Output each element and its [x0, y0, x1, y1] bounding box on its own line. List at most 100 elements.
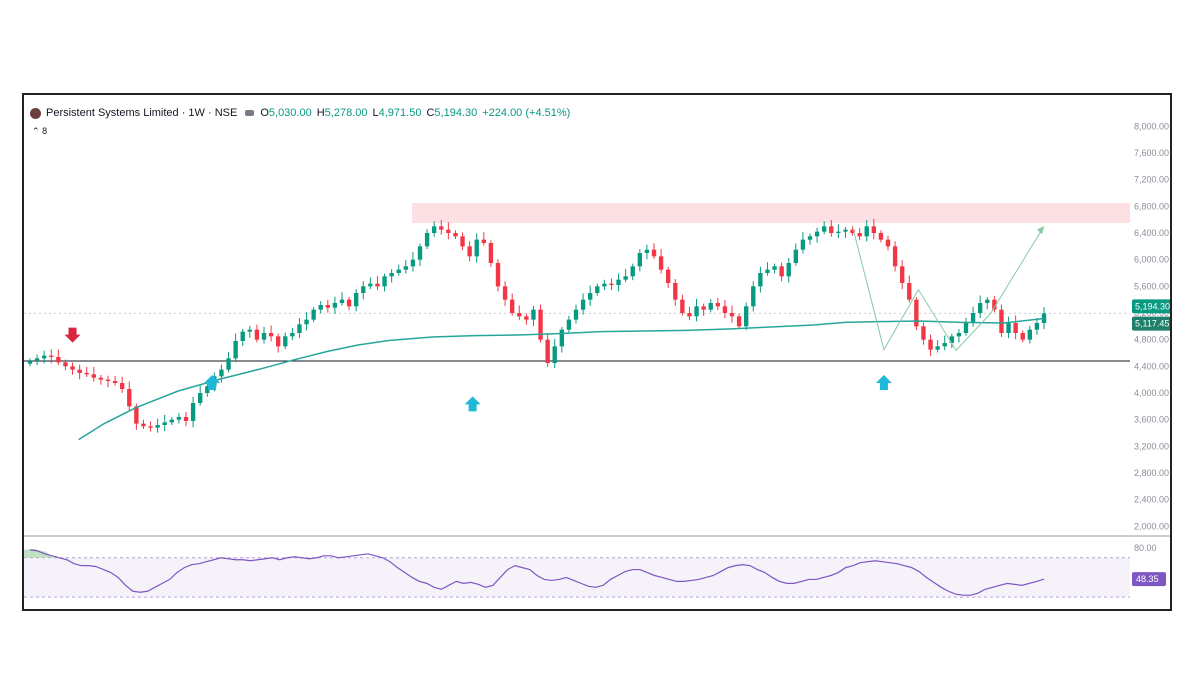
candle-body [701, 306, 706, 310]
ohlc-change: +224.00 (+4.51%) [482, 107, 571, 119]
projection-path [852, 226, 1045, 352]
candle-body [999, 309, 1004, 333]
candle-body [942, 343, 947, 347]
candle-body [169, 419, 175, 423]
candle-body [836, 231, 841, 233]
candle-body [368, 283, 373, 287]
candle-body [857, 233, 862, 237]
candle-body [226, 358, 231, 370]
candle-body [963, 323, 969, 333]
candle-body [325, 305, 331, 308]
chart-canvas[interactable]: 8,000.00 7,600.00 7,200.00 6,800.00 6,400.00… [24, 95, 1170, 609]
y-tick-label: 7,600.00 [1134, 148, 1169, 158]
candle-body [481, 239, 487, 243]
up-arrow-icon [875, 375, 892, 390]
symbol-title[interactable]: Persistent Systems Limited · 1W · NSE [46, 107, 238, 119]
eye-icon[interactable] [245, 110, 255, 116]
candle-body [77, 369, 82, 373]
candle-body [27, 361, 33, 364]
candle-body [566, 319, 572, 330]
ma-value-badge: 5,117.45 [1135, 319, 1169, 329]
y-tick-label: 3,200.00 [1134, 441, 1169, 451]
y-tick-label: 7,200.00 [1134, 175, 1169, 185]
candle-body [538, 309, 543, 340]
candle-body [112, 381, 118, 383]
candle-body [751, 286, 756, 307]
candle-body [247, 329, 253, 332]
candle-body [254, 329, 260, 340]
candle-body [765, 269, 770, 273]
candle-body [41, 355, 47, 359]
candle-body [84, 373, 89, 375]
candle-body [318, 305, 323, 310]
candle-body [545, 339, 550, 363]
candle-body [892, 246, 898, 267]
candle-body [623, 276, 628, 280]
candle-body [70, 366, 75, 370]
indicator-toggle[interactable]: ⌃ 8 [32, 126, 47, 137]
candle-body [573, 309, 579, 320]
projection-arrowhead [1037, 226, 1044, 235]
candle-body [673, 283, 678, 300]
candle-body [332, 303, 338, 308]
candle-body [304, 319, 309, 325]
candle-body [1027, 329, 1033, 340]
candle-body [183, 417, 189, 421]
candle-body [743, 306, 749, 327]
candle-body [1006, 323, 1011, 333]
candle-body [311, 309, 316, 320]
candle-body [34, 358, 40, 361]
ohlc-open: O5,030.00 [260, 107, 312, 119]
candle-body [658, 256, 664, 270]
ohlc-high: H5,278.00 [316, 107, 368, 119]
y-tick-label: 2,400.00 [1134, 495, 1169, 505]
candle-body [49, 355, 54, 357]
candle-body [63, 362, 68, 367]
candle-body [680, 299, 685, 313]
candle-body [176, 417, 182, 420]
symbol-logo-icon [30, 107, 41, 119]
candle-body [800, 239, 806, 250]
candle-body [644, 249, 650, 253]
candle-body [715, 303, 721, 307]
y-tick-label: 4,800.00 [1134, 335, 1169, 345]
candle-body [268, 333, 274, 337]
ma-value-badge-bg [1132, 316, 1170, 331]
candle-body [786, 263, 791, 277]
candle-body [907, 283, 912, 300]
candle-body [616, 279, 621, 285]
candle-body [602, 283, 607, 287]
candle-body [736, 316, 742, 327]
candle-body [155, 425, 160, 428]
rsi-value-badge: 48.35 [1136, 574, 1159, 584]
candle-body [1034, 323, 1040, 330]
candle-body [871, 226, 877, 233]
candle-body [772, 266, 777, 270]
candle-body [375, 283, 380, 287]
candle-body [630, 266, 635, 277]
candle-body [580, 299, 586, 310]
candle-body [453, 233, 458, 237]
candle-body [162, 422, 167, 425]
candle-body [956, 333, 962, 337]
candle-body [439, 226, 444, 230]
candle-body [829, 226, 834, 233]
candle-body [205, 386, 210, 393]
candle-body [467, 246, 472, 257]
candle-body [609, 283, 614, 285]
candle-body [850, 229, 855, 233]
indicator-count: 8 [42, 126, 48, 136]
y-tick-label: 3,600.00 [1134, 415, 1169, 425]
candle-body [531, 309, 536, 320]
last-price-badge: 5,194.30 [1135, 301, 1170, 311]
candle-body [197, 393, 203, 403]
candle-body [985, 299, 990, 303]
candle-body [793, 249, 799, 263]
chart-frame: 8,000.00 7,600.00 7,200.00 6,800.00 6,400.00… [22, 93, 1172, 611]
candle-body [1020, 333, 1025, 340]
candle-body [148, 426, 153, 428]
candle-body [970, 313, 976, 323]
candle-body [509, 299, 515, 313]
candle-body [878, 233, 884, 240]
candle-body [446, 229, 451, 233]
